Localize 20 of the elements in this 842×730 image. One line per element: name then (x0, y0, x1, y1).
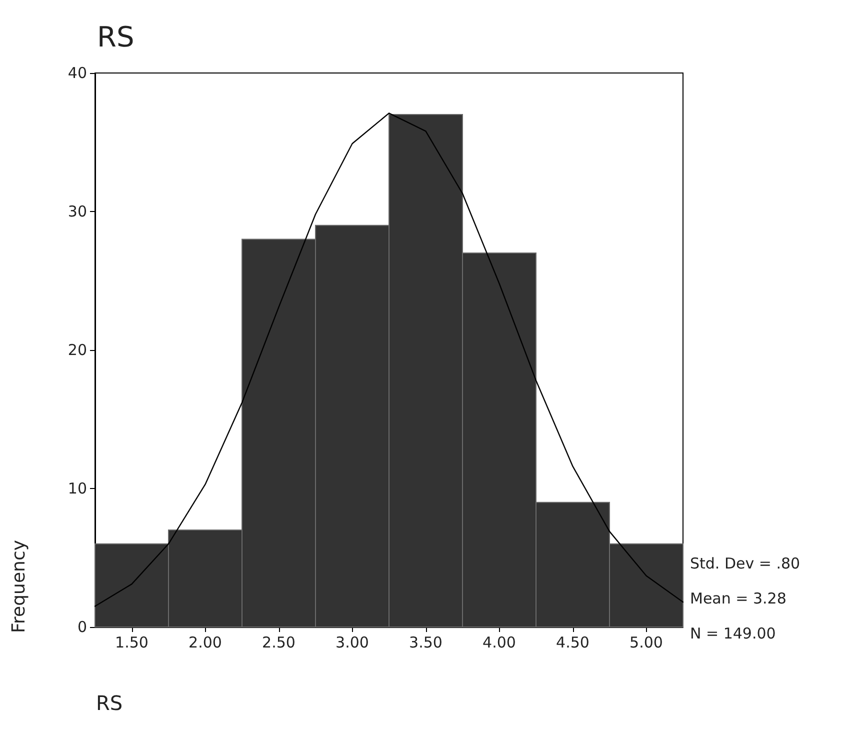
x-tick-label: 2.50 (262, 634, 296, 652)
x-tick-label: 2.00 (188, 634, 222, 652)
x-tick-label: 4.00 (482, 634, 516, 652)
y-axis-title: Frequency (8, 540, 30, 633)
y-tick-label: 30 (68, 202, 87, 220)
y-tick-label: 10 (68, 480, 87, 498)
x-tick-label: 3.50 (409, 634, 442, 652)
x-tick-label: 3.00 (336, 634, 369, 652)
x-axis-title: RS (96, 691, 123, 715)
text: N = 149.00 (690, 624, 776, 642)
y-tick-label: 20 (68, 341, 87, 359)
chart-title: RS (97, 20, 134, 54)
x-tick-label: 4.50 (556, 634, 590, 652)
text: Mean = 3.28 (690, 590, 786, 608)
y-tick-label: 0 (77, 618, 87, 636)
text: Std. Dev = .80 (690, 554, 800, 572)
x-tick-label: 1.50 (115, 634, 148, 652)
x-tick-label: 5.00 (630, 634, 663, 652)
y-tick-label: 40 (68, 64, 87, 82)
line-series (94, 112, 684, 607)
